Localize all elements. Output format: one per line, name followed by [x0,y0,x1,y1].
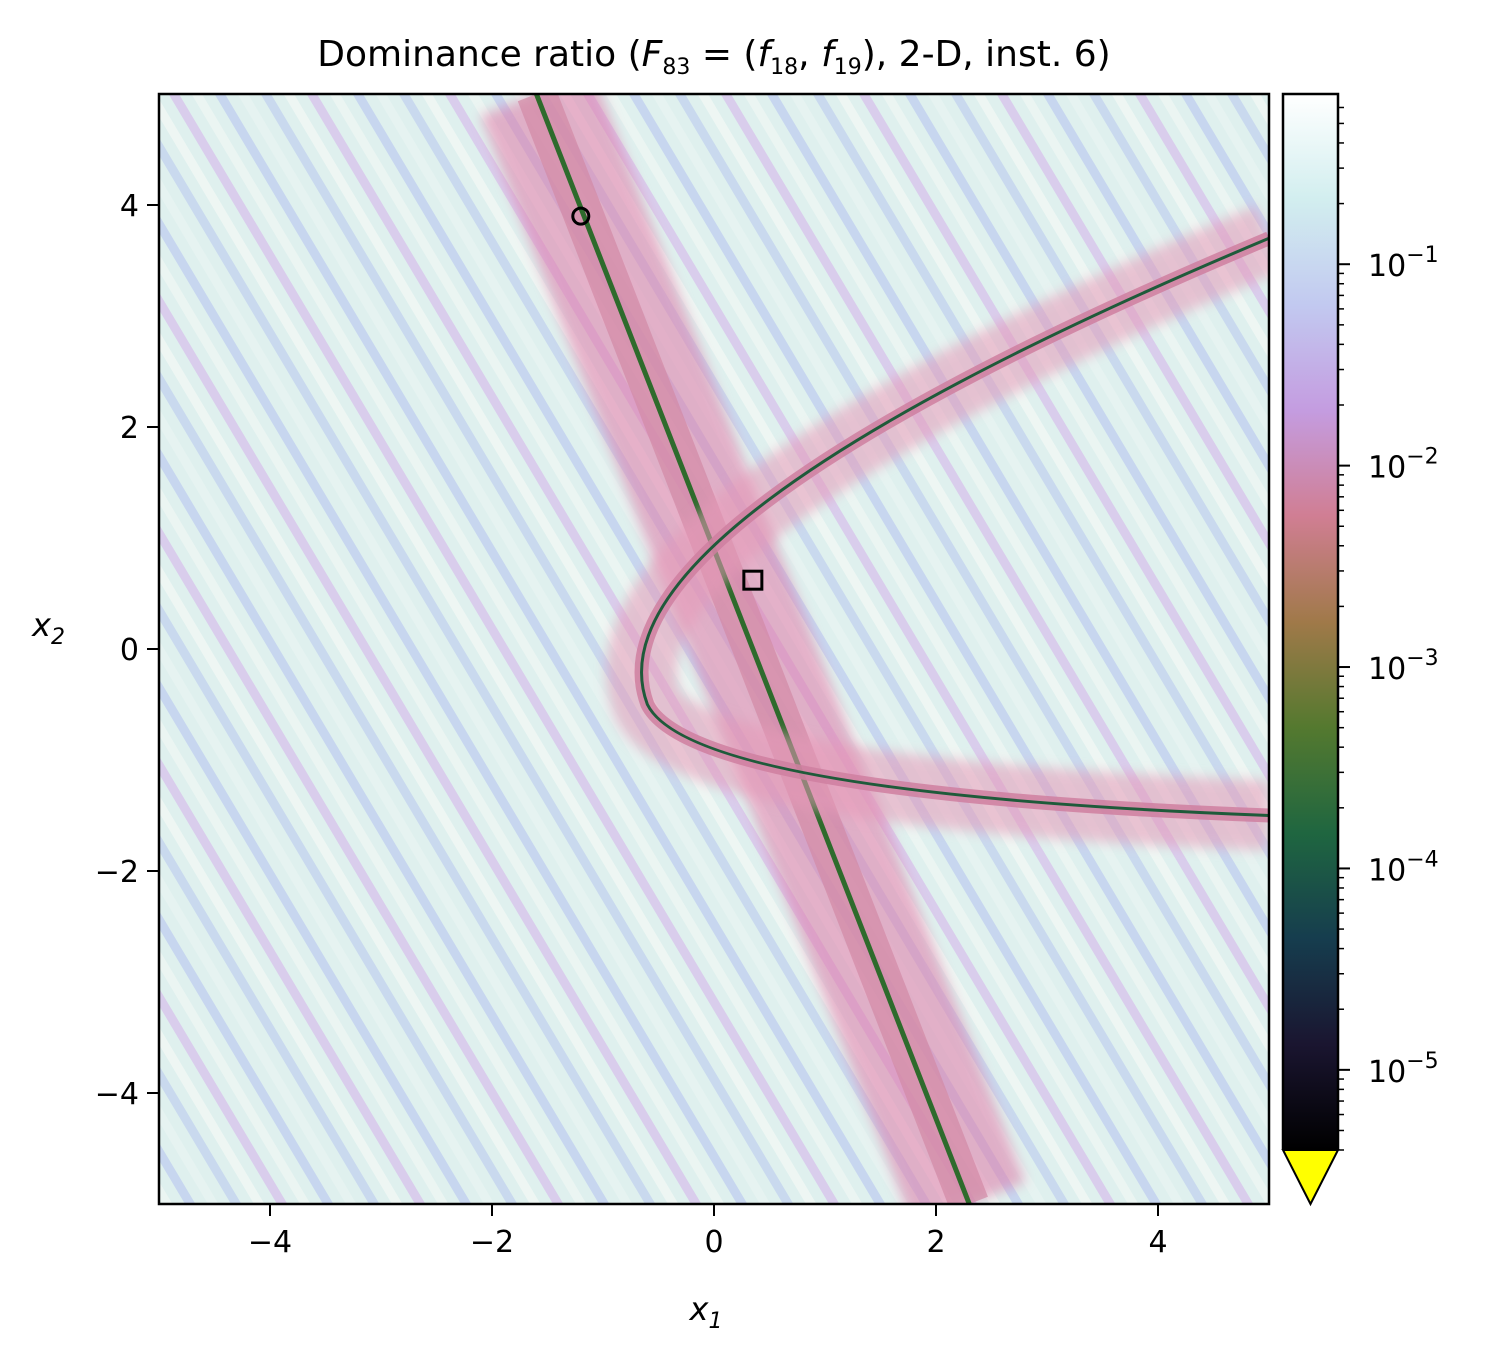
stripe-band [159,949,311,1204]
stripe-band [1455,44,1494,1254]
y-tick-label: 2 [120,411,139,446]
hyperbola-line [640,236,1269,817]
stripe-band [159,99,817,1204]
stripe-band [214,94,886,1204]
stripe-band [950,94,1269,630]
stripe-band [0,44,13,1254]
stripe-band [582,94,1254,1204]
stripe-band [159,524,564,1204]
x-tick-label: −2 [470,1225,514,1260]
colorbar-tick-label: 10−2 [1368,445,1439,486]
stripe-band [605,94,1269,1204]
x-axis-label: x1 [689,1290,723,1334]
marker-layer [571,206,764,591]
square-marker [742,569,764,591]
y-axis: −4 −2 0 2 4 [95,189,159,1112]
colorbar-gradient [1283,94,1338,1150]
colorbar-tick-label: 10−4 [1368,847,1439,888]
stripe-band [651,94,1269,1132]
stripe-band [159,988,288,1204]
colorbar: 10−5 10−4 10−3 10−2 10−1 [1281,92,1439,1207]
stripe-band [159,485,587,1204]
stripe-band [159,215,748,1204]
stripe-band [159,330,679,1204]
stripe-band [159,408,633,1204]
stripe-band [159,1026,265,1204]
stripe-band [159,137,794,1204]
stripe-band [1478,44,1494,1254]
ridge-line [534,94,972,1204]
x-tick-label: −4 [248,1225,292,1260]
stripe-band [159,369,656,1204]
stripe-band [674,94,1269,1094]
stripe-band [159,446,610,1204]
stripe-band [159,253,725,1204]
stripe-band [260,94,932,1204]
chart-title: Dominance ratio (F83 = (f18, f19), 2-D, … [317,34,1110,80]
stripe-band [858,94,1269,784]
stripe-band [159,640,495,1204]
y-tick-label: −2 [95,855,139,890]
stripe-band [628,94,1269,1171]
x-tick-label: 4 [1148,1225,1167,1260]
stripe-band [159,833,380,1204]
stripe-band [835,94,1269,823]
stripe-band [237,94,909,1204]
stripe-band [159,872,357,1204]
stripe-band [904,94,1269,707]
stripe-band [881,94,1269,746]
stripe-band [1065,94,1269,436]
colorbar-frame [1281,92,1340,1150]
y-tick-label: 0 [120,633,139,668]
stripe-band [159,678,472,1204]
stripe-band [1432,44,1494,1254]
stripe-band [743,94,1269,978]
stripe-band [191,94,863,1204]
stripe-band [973,94,1269,591]
stripe-band [0,44,36,1254]
stripe-band [159,601,518,1204]
x-tick-label: 2 [926,1225,945,1260]
stripe-band [766,94,1269,939]
colorbar-tick-label: 10−3 [1368,646,1439,687]
stripe-band [159,292,702,1204]
colorbar-under-extension [1281,1149,1340,1207]
colorbar-tick-label: 10−1 [1368,243,1439,284]
stripe-band [1019,94,1269,514]
stripe-band [159,756,426,1204]
stripe-band [0,44,82,1254]
circle-marker [571,206,591,226]
y-axis-label: x2 [31,606,65,650]
x-tick-label: 0 [704,1225,723,1260]
y-tick-label: −4 [95,1077,139,1112]
stripe-band [789,94,1269,900]
stripe-band [697,94,1269,1055]
heatmap-plot [0,44,1494,1254]
stripe-band [168,94,840,1204]
stripe-band [159,176,771,1204]
colorbar-tick-label: 10−5 [1368,1049,1439,1090]
stripe-band [159,794,403,1204]
stripe-band [1042,94,1269,475]
stripe-band [159,562,541,1204]
x-axis: −4 −2 0 2 4 [248,1204,1168,1260]
stripe-band [996,94,1269,552]
stripe-band [812,94,1269,862]
stripe-band [927,94,1269,668]
colorbar-ticks: 10−5 10−4 10−3 10−2 10−1 [1338,106,1439,1151]
y-tick-label: 4 [120,189,139,224]
stripe-band [159,717,449,1204]
stripe-band [720,94,1269,1016]
ridge-features [480,94,1269,1204]
stripe-band [159,910,334,1204]
